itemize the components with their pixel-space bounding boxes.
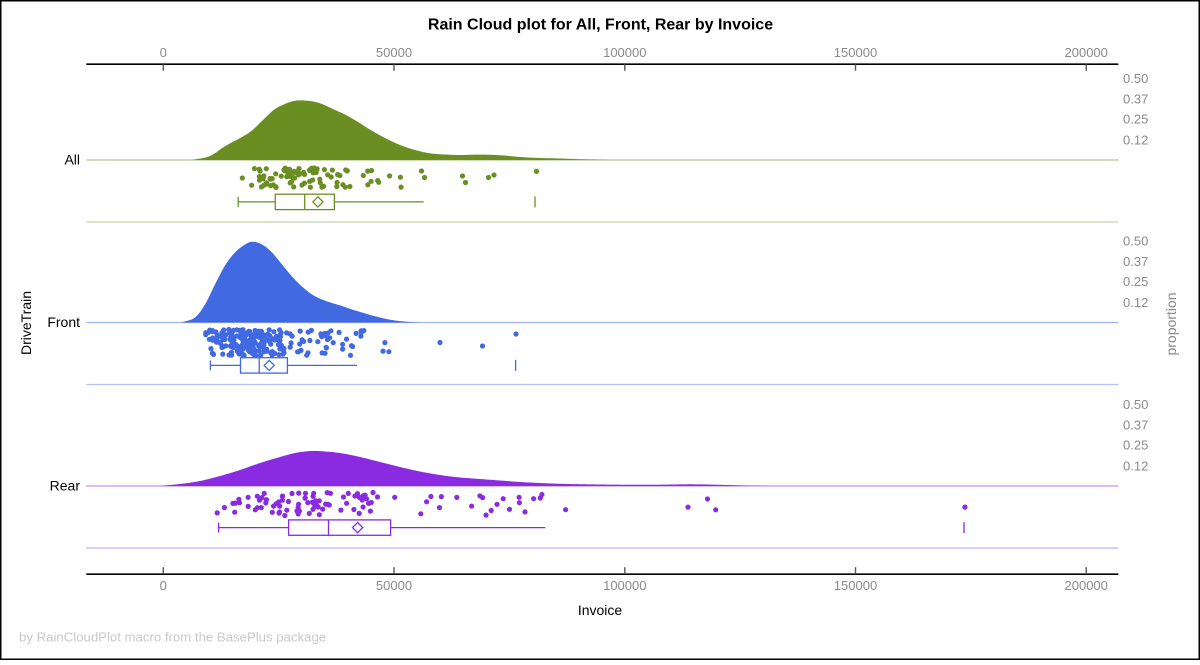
svg-text:0.12: 0.12: [1123, 133, 1148, 148]
svg-text:0.25: 0.25: [1123, 111, 1148, 126]
svg-text:0.50: 0.50: [1123, 397, 1148, 412]
svg-text:0.50: 0.50: [1123, 233, 1148, 248]
svg-text:All: All: [64, 152, 80, 168]
svg-text:100000: 100000: [603, 45, 646, 60]
svg-text:0.12: 0.12: [1123, 295, 1148, 310]
svg-text:50000: 50000: [376, 578, 412, 593]
svg-text:150000: 150000: [834, 578, 877, 593]
svg-text:Invoice: Invoice: [578, 602, 623, 618]
svg-text:Rain Cloud plot for All, Front: Rain Cloud plot for All, Front, Rear by …: [428, 17, 773, 34]
svg-text:0.50: 0.50: [1123, 71, 1148, 86]
svg-text:DriveTrain: DriveTrain: [18, 291, 34, 355]
svg-text:50000: 50000: [376, 45, 412, 60]
svg-text:0: 0: [160, 45, 167, 60]
svg-text:0.25: 0.25: [1123, 437, 1148, 452]
svg-text:0.12: 0.12: [1123, 459, 1148, 474]
svg-text:0.37: 0.37: [1123, 417, 1148, 432]
svg-text:100000: 100000: [603, 578, 646, 593]
svg-text:150000: 150000: [834, 45, 877, 60]
svg-text:0.25: 0.25: [1123, 274, 1148, 289]
svg-text:by RainCloudPlot macro from th: by RainCloudPlot macro from the BasePlus…: [19, 630, 326, 645]
svg-text:200000: 200000: [1065, 578, 1108, 593]
svg-text:0: 0: [160, 578, 167, 593]
svg-text:Front: Front: [47, 314, 80, 330]
svg-text:proportion: proportion: [1163, 292, 1179, 355]
svg-text:0.37: 0.37: [1123, 254, 1148, 269]
svg-text:Rear: Rear: [50, 478, 81, 494]
svg-text:200000: 200000: [1065, 45, 1108, 60]
svg-text:0.37: 0.37: [1123, 91, 1148, 106]
